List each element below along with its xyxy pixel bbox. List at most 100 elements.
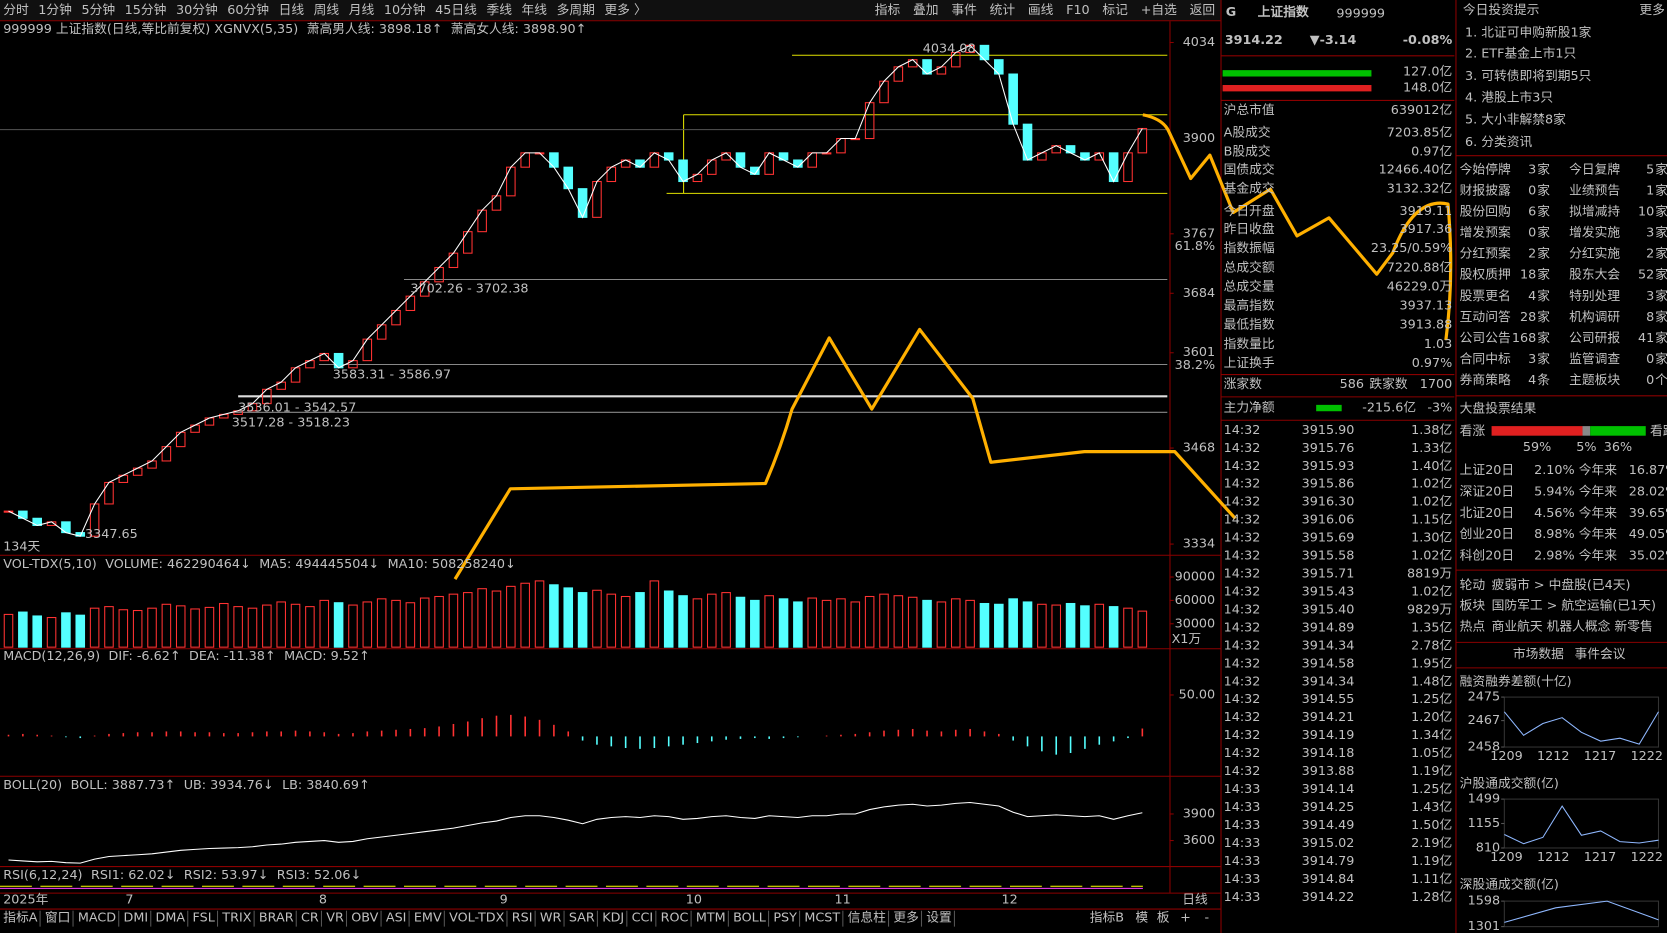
volume-bar (233, 606, 243, 648)
sell-bar (1222, 85, 1372, 92)
data-tab[interactable]: 市场数据 (1513, 646, 1564, 662)
mini-y-label: 1155 (1468, 816, 1500, 831)
mini-frame (1503, 900, 1660, 928)
mini-y-label: 810 (1476, 840, 1500, 855)
volume-bar (319, 599, 330, 648)
period-tab[interactable]: 月线 (349, 3, 375, 18)
indicator-tab[interactable]: MTM (696, 911, 726, 926)
tick-time: 14:32 (1224, 531, 1261, 546)
event-count: 8 (1646, 310, 1654, 325)
period-tab[interactable]: 更多 〉 (604, 3, 646, 18)
period-tab[interactable]: 季线 (486, 3, 512, 18)
event-label: 分红实施 (1569, 246, 1620, 262)
volume-bar (750, 599, 760, 648)
period-tab[interactable]: 10分钟 (384, 2, 426, 18)
indicator-tab[interactable]: OBV (351, 911, 378, 926)
indicator-tab[interactable]: ASI (386, 911, 407, 926)
indicator-tab[interactable]: RSI (512, 911, 533, 926)
indicator-tab[interactable]: VOL-TDX (449, 911, 504, 926)
indicator-tab[interactable]: CCI (632, 911, 654, 926)
tick-price: 3914.79 (1302, 854, 1355, 869)
period-tab[interactable]: 60分钟 (227, 2, 269, 18)
indicator-header: RSI1: 62.02↓ (91, 868, 175, 883)
indicator-tab[interactable]: TRIX (221, 911, 251, 926)
indicator-tab[interactable]: ROC (661, 911, 689, 926)
event-unit: 家 (1655, 225, 1667, 241)
volume-bar (893, 595, 904, 648)
indicator-tab[interactable]: 更多 (893, 911, 919, 926)
indicator-tab[interactable]: + (1180, 911, 1191, 926)
tool-button[interactable]: 返回 (1190, 3, 1216, 18)
volume-bar (778, 598, 789, 648)
indicator-tab[interactable]: EMV (414, 911, 442, 926)
tips-title: 今日投资提示 (1463, 2, 1540, 18)
indicator-tab[interactable]: MCST (804, 911, 840, 926)
indicator-tab[interactable]: 指标B (1090, 911, 1124, 926)
indicator-tab[interactable]: SAR (569, 911, 595, 926)
period-tab[interactable]: 15分钟 (125, 2, 167, 18)
indicator-tab[interactable]: CR (301, 911, 319, 926)
indicator-tab[interactable]: VR (326, 911, 344, 926)
indicator-tab[interactable]: 指标A (3, 911, 38, 926)
indicator-header: 萧高女人线: 3898.90↑ (451, 21, 587, 37)
indicator-tab[interactable]: KDJ (602, 911, 624, 926)
more-link[interactable]: 更多 (1639, 3, 1665, 18)
indicator-tab[interactable]: DMI (124, 911, 149, 926)
tool-button[interactable]: +自选 (1141, 3, 1177, 18)
perf-label: 今年来 (1579, 462, 1618, 478)
period-tab[interactable]: 多周期 (557, 3, 595, 18)
vote-down: 看跌 (1650, 423, 1667, 439)
vote-bar (1491, 426, 1583, 436)
period-tab[interactable]: 5分钟 (81, 2, 115, 18)
indicator-tab[interactable]: PSY (773, 911, 797, 926)
stat-label: 总成交量 (1224, 278, 1275, 294)
tick-time: 14:32 (1224, 602, 1261, 617)
tool-button[interactable]: F10 (1066, 3, 1090, 18)
stat-value: 3913.88 (1399, 318, 1452, 333)
indicator-tab[interactable]: 模 (1135, 911, 1148, 926)
tool-button[interactable]: 画线 (1028, 3, 1054, 18)
flow-bar (1316, 404, 1342, 412)
tick-price: 3915.90 (1302, 423, 1355, 438)
volume-bar (1094, 603, 1105, 648)
tool-button[interactable]: 统计 (990, 3, 1016, 18)
volume-bar (1123, 607, 1133, 648)
period-tab[interactable]: 分时 (3, 3, 29, 18)
tool-button[interactable]: 事件 (951, 3, 977, 18)
event-count: 5 (1646, 163, 1654, 178)
tick-amount: 1.02亿 (1411, 549, 1452, 564)
indicator-tab[interactable]: BOLL (733, 911, 767, 926)
tick-price: 3915.93 (1302, 459, 1355, 474)
period-tab[interactable]: 45日线 (435, 3, 477, 18)
period-tab[interactable]: 1分钟 (38, 2, 72, 18)
tick-price: 3914.58 (1302, 656, 1355, 671)
indicator-tab[interactable]: MACD (78, 911, 116, 926)
boll-close-line (8, 801, 1143, 864)
stat-label: 上证换手 (1224, 356, 1275, 371)
period-tab[interactable]: 日线 (279, 3, 305, 18)
indicator-tab[interactable]: - (1205, 911, 1210, 926)
indicator-tab[interactable]: FSL (193, 911, 216, 926)
tool-button[interactable]: 叠加 (913, 3, 939, 18)
indicator-tab[interactable]: 信息柱 (848, 910, 887, 926)
indicator-tab[interactable]: WR (540, 911, 562, 926)
tool-button[interactable]: 指标 (875, 3, 901, 18)
tick-amount: 1.15亿 (1411, 513, 1452, 528)
indicator-tab[interactable]: 设置 (926, 911, 952, 926)
volume-bar (405, 602, 416, 648)
event-count: 0 (1646, 373, 1654, 388)
indicator-tab[interactable]: 窗口 (45, 911, 71, 926)
period-tab[interactable]: 周线 (314, 3, 340, 18)
perf-label: 今年来 (1579, 526, 1618, 542)
stat-label: 最高指数 (1224, 298, 1275, 314)
indicator-header: UB: 3934.76↓ (184, 778, 274, 793)
period-tab[interactable]: 30分钟 (176, 2, 218, 18)
indicator-tab[interactable]: DMA (156, 911, 186, 926)
tool-button[interactable]: 标记 (1102, 3, 1128, 18)
indicator-tab[interactable]: BRAR (259, 911, 294, 926)
data-tab[interactable]: 事件会议 (1575, 647, 1626, 662)
period-tab[interactable]: 年线 (522, 3, 548, 18)
event-unit: 家 (1655, 330, 1667, 346)
indicator-tab[interactable]: 板 (1157, 911, 1170, 926)
